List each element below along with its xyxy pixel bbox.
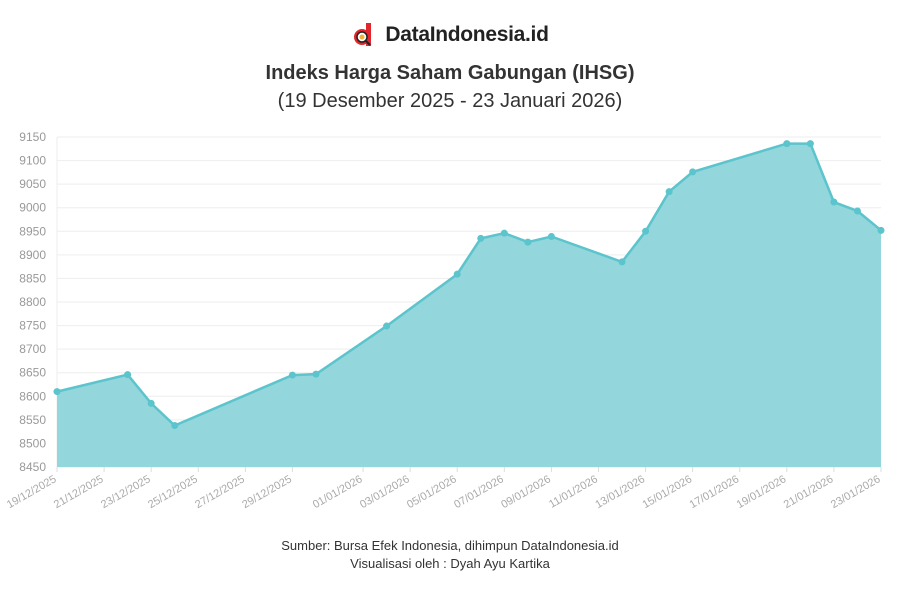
- x-tick-label: 13/01/2026: [593, 473, 647, 511]
- y-tick-label: 8800: [19, 295, 46, 309]
- x-tick-label: 27/12/2025: [193, 473, 247, 511]
- data-point: [477, 234, 485, 242]
- y-tick-label: 9000: [19, 201, 46, 215]
- data-point: [665, 188, 673, 196]
- data-point: [147, 399, 155, 407]
- y-axis: 8450 8500 8550 8600 8650 8700 8750 8800 8850 8900…: [19, 130, 46, 474]
- y-tick-label: 8600: [19, 389, 46, 403]
- y-tick-label: 8750: [19, 319, 46, 333]
- x-tick-label: 05/01/2026: [405, 473, 459, 511]
- x-tick-label: 23/01/2026: [829, 473, 883, 511]
- y-tick-label: 8850: [19, 271, 46, 285]
- data-point: [453, 270, 461, 278]
- brand-name: DataIndonesia.id: [385, 23, 549, 46]
- x-tick-label: 07/01/2026: [452, 473, 506, 511]
- data-point: [806, 140, 814, 148]
- data-point: [830, 198, 838, 206]
- brand-header: DataIndonesia.id: [0, 22, 900, 48]
- data-point: [383, 322, 391, 330]
- y-tick-label: 8450: [19, 460, 46, 474]
- data-point: [288, 371, 296, 379]
- data-point: [124, 371, 132, 379]
- data-points: [53, 140, 885, 430]
- y-tick-label: 9050: [19, 177, 46, 191]
- y-tick-label: 8950: [19, 224, 46, 238]
- data-point: [853, 207, 861, 215]
- dataindonesia-logo-icon: [354, 23, 372, 46]
- x-axis: 19/12/202521/12/202523/12/202525/12/2025…: [5, 467, 883, 511]
- area-fill: [57, 143, 881, 467]
- x-tick-label: 21/12/2025: [52, 473, 106, 511]
- x-tick-label: 09/01/2026: [499, 473, 553, 511]
- data-point: [689, 168, 697, 176]
- data-point: [524, 238, 532, 246]
- x-tick-label: 19/12/2025: [5, 473, 59, 511]
- y-tick-label: 8650: [19, 366, 46, 380]
- x-tick-label: 19/01/2026: [735, 473, 789, 511]
- y-tick-label: 8900: [19, 248, 46, 262]
- y-tick-label: 8550: [19, 413, 46, 427]
- x-tick-label: 17/01/2026: [688, 473, 742, 511]
- data-point: [618, 258, 626, 266]
- x-tick-label: 11/01/2026: [547, 473, 600, 511]
- data-point: [547, 232, 555, 240]
- data-point: [877, 226, 885, 234]
- x-tick-label: 21/01/2026: [782, 473, 836, 511]
- data-point: [500, 229, 508, 237]
- data-point: [53, 388, 61, 396]
- chart-subtitle: (19 Desember 2025 - 23 Januari 2026): [277, 90, 623, 112]
- x-tick-label: 29/12/2025: [240, 473, 294, 511]
- y-tick-label: 8500: [19, 436, 46, 450]
- y-tick-label: 9100: [19, 154, 46, 168]
- x-tick-label: 03/01/2026: [358, 473, 412, 511]
- x-tick-label: 01/01/2026: [311, 473, 365, 511]
- credit-note: Visualisasi oleh : Dyah Ayu Kartika: [350, 556, 550, 571]
- data-point: [171, 422, 179, 430]
- x-tick-label: 15/01/2026: [640, 473, 694, 511]
- x-tick-label: 23/12/2025: [99, 473, 153, 511]
- chart-title: Indeks Harga Saham Gabungan (IHSG): [265, 62, 635, 84]
- y-tick-label: 9150: [19, 130, 46, 144]
- y-tick-label: 8700: [19, 342, 46, 356]
- source-note: Sumber: Bursa Efek Indonesia, dihimpun D…: [281, 538, 619, 553]
- data-point: [642, 227, 650, 235]
- data-point: [783, 140, 791, 148]
- data-point: [312, 370, 320, 378]
- x-tick-label: 25/12/2025: [146, 473, 200, 511]
